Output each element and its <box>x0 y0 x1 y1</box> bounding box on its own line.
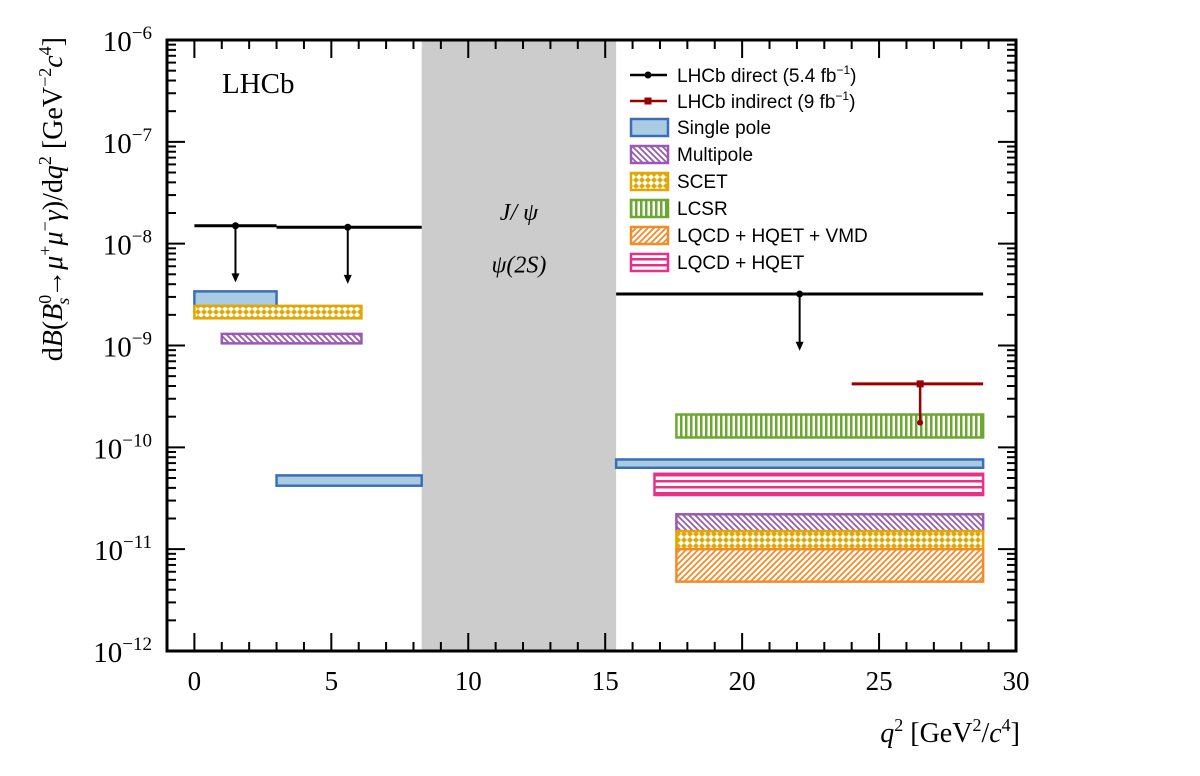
x-tick-label: 0 <box>188 666 202 696</box>
legend-entry-lcsr: LCSR <box>629 198 728 220</box>
legend-entry-lqcd-hqet: LQCD + HQET <box>629 252 805 274</box>
svg-text:LQCD + HQET + VMD: LQCD + HQET + VMD <box>677 226 868 247</box>
svg-text:LHCb indirect (9 fb−1): LHCb indirect (9 fb−1) <box>677 89 855 113</box>
band-multipole-0 <box>220 332 363 345</box>
limit-arrowhead <box>343 274 352 284</box>
x-tick-label: 25 <box>866 666 893 696</box>
lhcb-label: LHCb <box>222 68 295 100</box>
limit-direct-1 <box>276 223 422 284</box>
limit-direct-0 <box>194 222 277 283</box>
limit-end <box>917 419 924 426</box>
legend-entry-scet: SCET <box>629 171 728 193</box>
svg-text:LQCD + HQET: LQCD + HQET <box>677 253 805 274</box>
svg-text:Multipole: Multipole <box>677 145 753 166</box>
band-lqcd-hqet-vmd-0 <box>675 547 985 583</box>
y-tick-label: 10−10 <box>93 430 152 465</box>
limit-arrowhead <box>231 273 240 283</box>
y-tick-label: 10−11 <box>94 532 152 567</box>
x-tick-label: 15 <box>592 666 619 696</box>
limit-marker <box>916 380 924 388</box>
y-tick-label: 10−9 <box>103 329 152 364</box>
svg-text:LHCb direct (5.4 fb−1): LHCb direct (5.4 fb−1) <box>677 63 856 87</box>
y-tick-label: 10−6 <box>103 23 152 58</box>
band-single-pole-1 <box>275 474 423 487</box>
vetoed-region <box>421 40 617 651</box>
band-single-pole-2 <box>614 458 985 470</box>
x-tick-label: 10 <box>455 666 482 696</box>
x-tick-label: 30 <box>1003 666 1030 696</box>
band-scet-1 <box>675 529 985 552</box>
legend-entry-direct: LHCb direct (5.4 fb−1) <box>630 63 856 87</box>
x-axis-label: q2 [GeV2/c4] <box>880 715 1020 749</box>
x-tick-label: 20 <box>729 666 756 696</box>
psi2s-label: ψ(2S) <box>491 253 546 279</box>
limit-marker <box>796 290 804 298</box>
band-lqcd-hqet-0 <box>653 472 985 497</box>
legend-entry-lqcd-hqet-vmd: LQCD + HQET + VMD <box>629 225 868 247</box>
band-lcsr-0 <box>675 413 985 439</box>
limit-marker <box>231 222 239 230</box>
limit-marker <box>344 223 352 231</box>
y-axis-label: dB(B0s→μ+μ−γ)/dq2 [GeV−2c4] <box>35 37 73 361</box>
legend-entry-indirect: LHCb indirect (9 fb−1) <box>630 89 855 113</box>
jpsi-label: J/ ψ <box>500 200 539 226</box>
limit-arrowhead <box>795 341 804 351</box>
y-tick-label: 10−12 <box>93 634 152 669</box>
y-tick-label: 10−7 <box>103 125 152 160</box>
band-multipole-1 <box>675 513 985 533</box>
limit-indirect-0 <box>851 380 984 426</box>
svg-text:SCET: SCET <box>677 172 728 193</box>
legend-entry-single-pole: Single pole <box>629 117 771 139</box>
svg-text:Single pole: Single pole <box>677 118 771 139</box>
y-tick-label: 10−8 <box>103 227 152 262</box>
legend-entry-multipole: Multipole <box>629 144 753 166</box>
band-scet-0 <box>193 304 363 320</box>
limit-direct-2 <box>616 290 984 351</box>
legend: LHCb direct (5.4 fb−1) LHCb indirect (9 … <box>629 63 868 274</box>
svg-text:LCSR: LCSR <box>677 199 728 220</box>
x-tick-label: 5 <box>325 666 339 696</box>
